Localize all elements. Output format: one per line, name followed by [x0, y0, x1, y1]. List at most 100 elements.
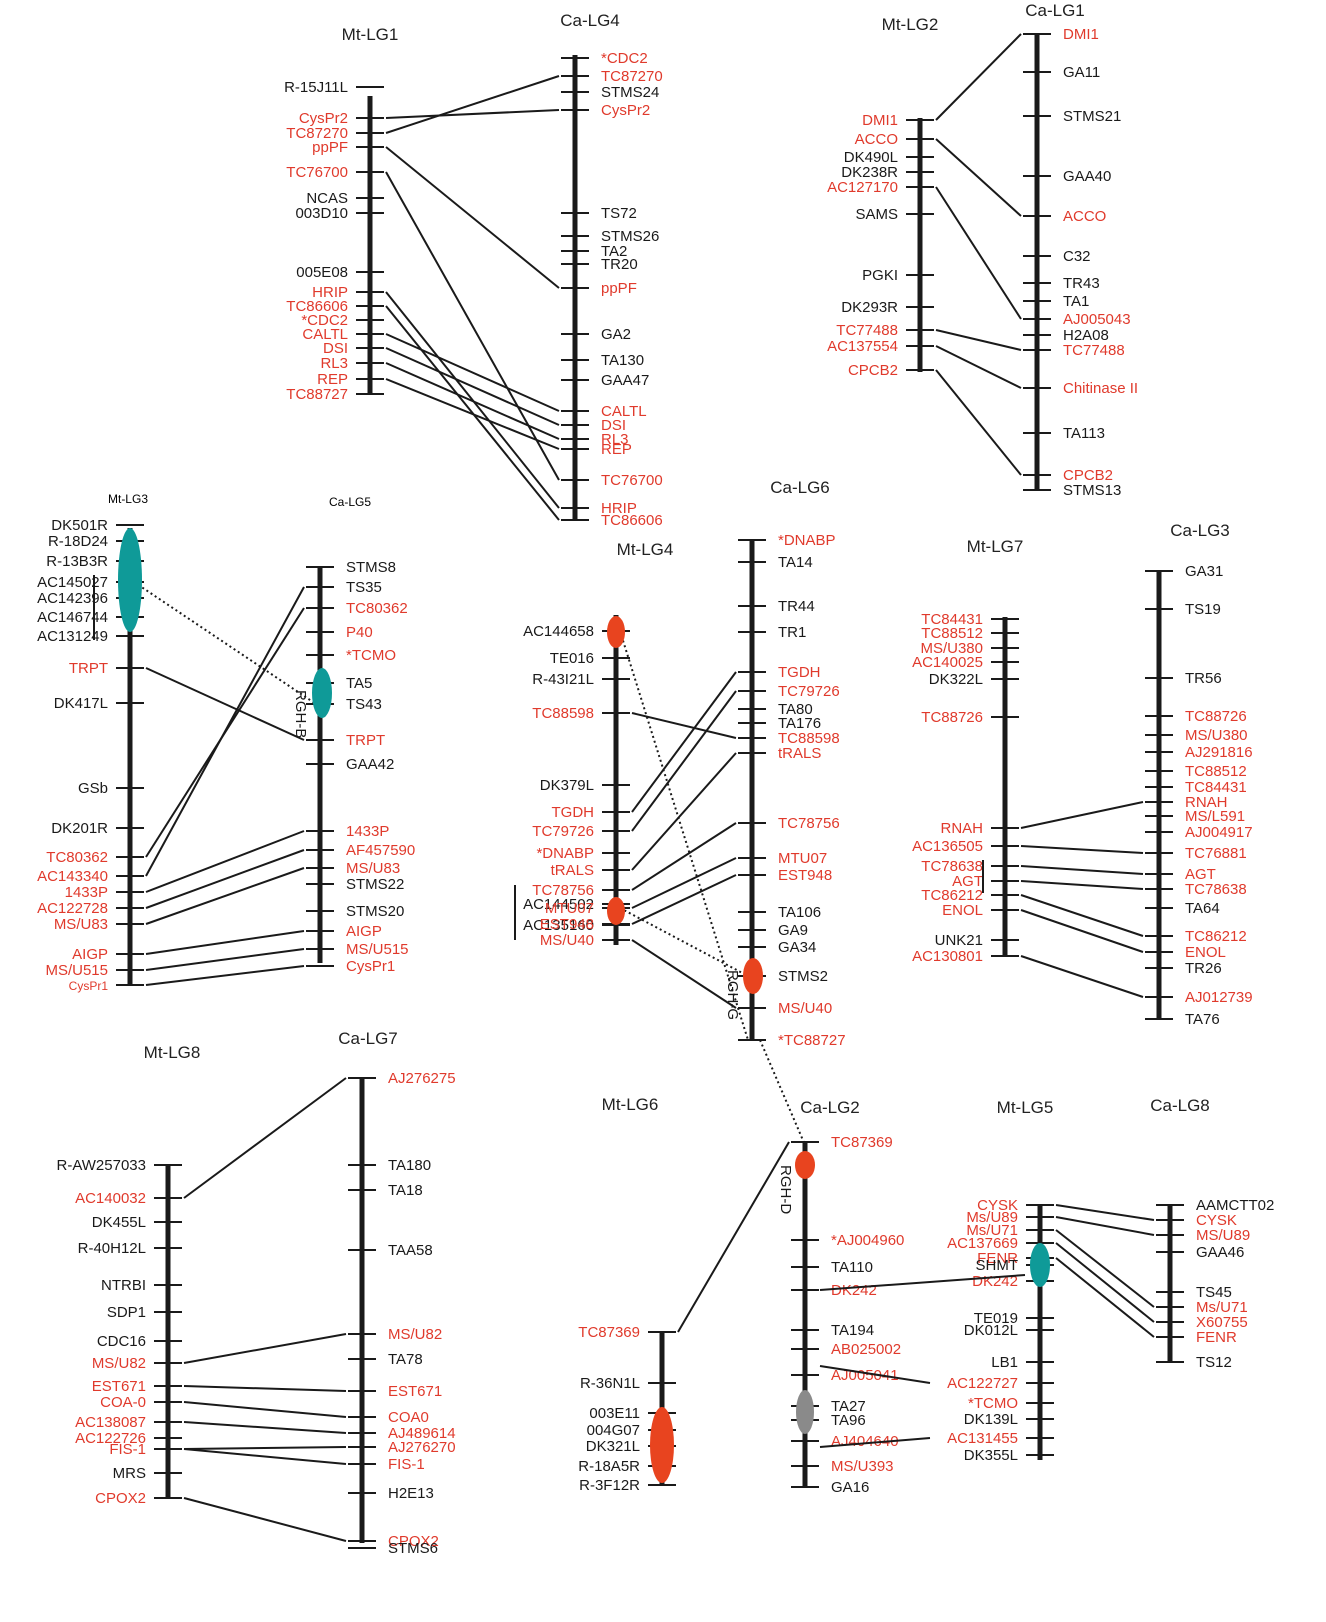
homology-link — [1020, 955, 1144, 998]
ca-lg3-locus-label: MS/L591 — [1185, 808, 1245, 825]
ca-lg8-locus-label: FENR — [1196, 1329, 1237, 1346]
homology-link — [1055, 1257, 1155, 1338]
qtl-region-ca-lg2 — [796, 1390, 814, 1434]
ca-lg1-locus-label: DMI1 — [1063, 26, 1099, 43]
ca-lg6-locus-label: TR44 — [778, 598, 815, 615]
mt-lg3-locus-label: MS/U515 — [45, 962, 108, 979]
ca-lg8-locus-label: X60755 — [1196, 1314, 1248, 1331]
ca-lg1-locus-label: GAA40 — [1063, 168, 1111, 185]
homology-link — [145, 930, 305, 955]
mt-lg5-locus-label: SHMT — [976, 1257, 1019, 1274]
ca-lg6-locus-label: MTU07 — [778, 850, 827, 867]
mt-lg4-locus-label: MS/U40 — [540, 932, 594, 949]
mt-lg7-locus-label: TC86212 — [921, 887, 983, 904]
ca-lg5-locus-label: MS/U515 — [346, 941, 409, 958]
mt-lg3-locus-label: TC80362 — [46, 849, 108, 866]
ca-lg3-locus-label: RNAH — [1185, 794, 1228, 811]
ca-lg6-locus-label: TC78756 — [778, 815, 840, 832]
ca-lg5-title: Ca-LG5 — [329, 495, 371, 509]
ca-lg2-locus-label: TA194 — [831, 1322, 874, 1339]
ca-lg1-locus-label: H2A08 — [1063, 327, 1109, 344]
mt-lg8-locus-label: AC122726 — [75, 1430, 146, 1447]
ca-lg1-locus-label: STMS21 — [1063, 108, 1121, 125]
mt-lg4-locus-label: R-43I21L — [532, 671, 594, 688]
mt-lg5-locus-label: DK355L — [964, 1447, 1018, 1464]
ca-lg5-locus-label: TC80362 — [346, 600, 408, 617]
ca-lg6-locus-label: TA176 — [778, 715, 821, 732]
homology-link — [385, 146, 560, 289]
ca-lg4-locus-label: DSI — [601, 417, 626, 434]
mt-lg7-locus-label: MS/U380 — [920, 640, 983, 657]
mt-lg5-title: Mt-LG5 — [997, 1098, 1054, 1117]
homology-link — [183, 1448, 347, 1465]
mt-lg5-locus-label: DK012L — [964, 1322, 1018, 1339]
mt-lg7-locus-label: AGT — [952, 873, 983, 890]
ca-lg3-locus-label: TC76881 — [1185, 845, 1247, 862]
ca-lg3-locus-label: TC84431 — [1185, 779, 1247, 796]
ca-lg4-locus-label: STMS24 — [601, 84, 659, 101]
ca-lg1-locus-label: TC77488 — [1063, 342, 1125, 359]
ca-lg4-title: Ca-LG4 — [560, 11, 620, 30]
mt-lg4-locus-label: TC79726 — [532, 823, 594, 840]
ca-lg6-locus-label: TR1 — [778, 624, 806, 641]
ca-lg3-locus-label: TS19 — [1185, 601, 1221, 618]
mt-lg4-locus-label: TGDH — [552, 804, 595, 821]
mt-lg2-locus-label: DK238R — [841, 164, 898, 181]
homology-link — [935, 369, 1022, 476]
ca-lg5-locus-label: P40 — [346, 624, 373, 641]
mt-lg4-locus-label: TC78756 — [532, 882, 594, 899]
mt-lg8-locus-label: EST671 — [92, 1378, 146, 1395]
homology-link — [1020, 894, 1144, 937]
ca-lg5-locus-label: STMS22 — [346, 876, 404, 893]
homology-link — [1055, 1229, 1155, 1308]
homology-link — [819, 1274, 1026, 1291]
mt-lg7-locus-label: TC78638 — [921, 858, 983, 875]
mt-lg6-locus-label: R-18A5R — [578, 1458, 640, 1475]
ca-lg4-locus-label: RL3 — [601, 431, 629, 448]
ca-lg3-locus-label: AGT — [1185, 866, 1216, 883]
mt-lg1-locus-label: RL3 — [320, 355, 348, 372]
mt-lg3-locus-label: DK201R — [51, 820, 108, 837]
mt-lg6-title: Mt-LG6 — [602, 1095, 659, 1114]
ca-lg4-locus-label: TC86606 — [601, 512, 663, 529]
mt-lg1-locus-label: NCAS — [306, 190, 348, 207]
homology-link — [631, 874, 737, 925]
homology-link — [385, 171, 560, 481]
mt-lg6-locus-label: R-36N1L — [580, 1375, 640, 1392]
homology-link — [145, 586, 305, 877]
homology-link — [183, 1333, 347, 1364]
mt-lg3-locus-label: AC122728 — [37, 900, 108, 917]
ca-lg7-locus-label: TA18 — [388, 1182, 423, 1199]
ca-lg7-locus-label: STMS6 — [388, 1540, 438, 1557]
mt-lg2-locus-label: AC127170 — [827, 179, 898, 196]
ca-lg3-title: Ca-LG3 — [1170, 521, 1230, 540]
ca-lg6-qtl-label: RGH-G — [724, 970, 741, 1020]
ca-lg7-locus-label: TA78 — [388, 1351, 423, 1368]
ca-lg4-locus-label: STMS26 — [601, 228, 659, 245]
ca-lg5-locus-label: CysPr1 — [346, 958, 395, 975]
mt-lg7-locus-label: TC88512 — [921, 625, 983, 642]
homology-link — [1055, 1242, 1155, 1323]
homology-link — [183, 1497, 347, 1542]
qtl-region-ca-lg2 — [795, 1151, 815, 1179]
qtl-region-mt-lg5 — [1030, 1243, 1050, 1287]
mt-lg3-locus-label: R-18D24 — [48, 533, 108, 550]
ca-lg7-locus-label: MS/U82 — [388, 1326, 442, 1343]
mt-lg7-locus-label: AC130801 — [912, 948, 983, 965]
ca-lg1-locus-label: ACCO — [1063, 208, 1106, 225]
ca-lg8-locus-label: Ms/U71 — [1196, 1299, 1248, 1316]
mt-lg3-locus-label: AC146744 — [37, 609, 108, 626]
mt-lg8-locus-label: R-AW257033 — [57, 1157, 147, 1174]
homology-link — [1055, 1204, 1155, 1221]
ca-lg7-locus-label: FIS-1 — [388, 1456, 425, 1473]
mt-lg1-locus-label: HRIP — [312, 284, 348, 301]
ca-lg7-locus-label: H2E13 — [388, 1485, 434, 1502]
mt-lg6-locus-label: TC87369 — [578, 1324, 640, 1341]
qtl-region-mt-lg4 — [607, 897, 625, 925]
ca-lg2-title: Ca-LG2 — [800, 1098, 860, 1117]
mt-lg4-locus-label: AC135160 — [523, 917, 594, 934]
mt-lg1-locus-label: CysPr2 — [299, 110, 348, 127]
mt-lg7-locus-label: TC84431 — [921, 611, 983, 628]
homology-link — [183, 1421, 347, 1434]
